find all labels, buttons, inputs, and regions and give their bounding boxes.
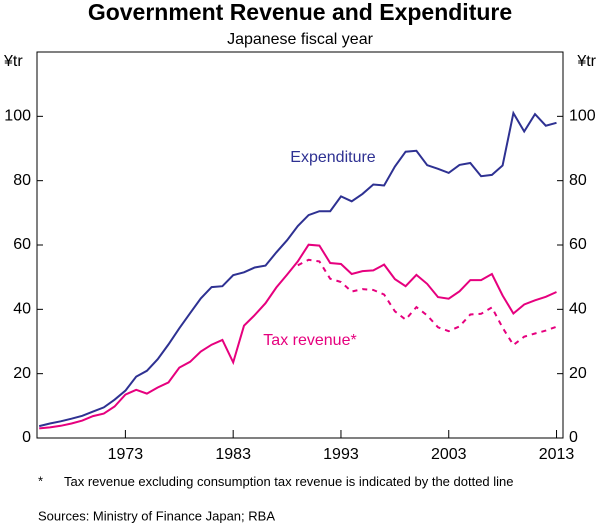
x-tick-label: 1973 — [108, 446, 144, 463]
x-tick-label: 1993 — [323, 446, 359, 463]
y-axis-label: ¥tr — [3, 53, 23, 70]
y2-tick-label: 60 — [569, 236, 587, 253]
x-tick-label: 1983 — [215, 446, 251, 463]
series-label: Tax revenue* — [263, 332, 356, 349]
series-line — [297, 258, 557, 347]
y2-tick-label: 100 — [569, 108, 596, 125]
series-label: Expenditure — [290, 149, 375, 166]
y-tick-label: 80 — [13, 172, 31, 189]
chart-subtitle: Japanese fiscal year — [227, 31, 374, 48]
y2-tick-label: 40 — [569, 301, 587, 318]
x-tick-label: 2013 — [539, 446, 575, 463]
y2-tick-label: 20 — [569, 365, 587, 382]
y-tick-label: 20 — [13, 365, 31, 382]
footnote-box: Tax revenue excluding consumption tax re… — [64, 474, 514, 489]
y-tick-label: 100 — [4, 108, 31, 125]
plot-frame — [36, 51, 564, 439]
y2-tick-label: 0 — [569, 429, 578, 446]
footnote-marker: * — [38, 473, 43, 488]
chart-title: Government Revenue and Expenditure — [88, 0, 512, 25]
sources: Sources: Ministry of Finance Japan; RBA — [38, 508, 275, 523]
y-tick-label: 40 — [13, 301, 31, 318]
y-tick-label: 60 — [13, 236, 31, 253]
y2-tick-label: 80 — [569, 172, 587, 189]
y2-axis-label: ¥tr — [576, 53, 596, 70]
series-line — [38, 110, 557, 428]
footnote: Tax revenue excluding consumption tax re… — [64, 474, 514, 489]
y-tick-label: 0 — [22, 429, 31, 446]
x-tick-label: 2003 — [431, 446, 467, 463]
series-line — [39, 243, 557, 430]
